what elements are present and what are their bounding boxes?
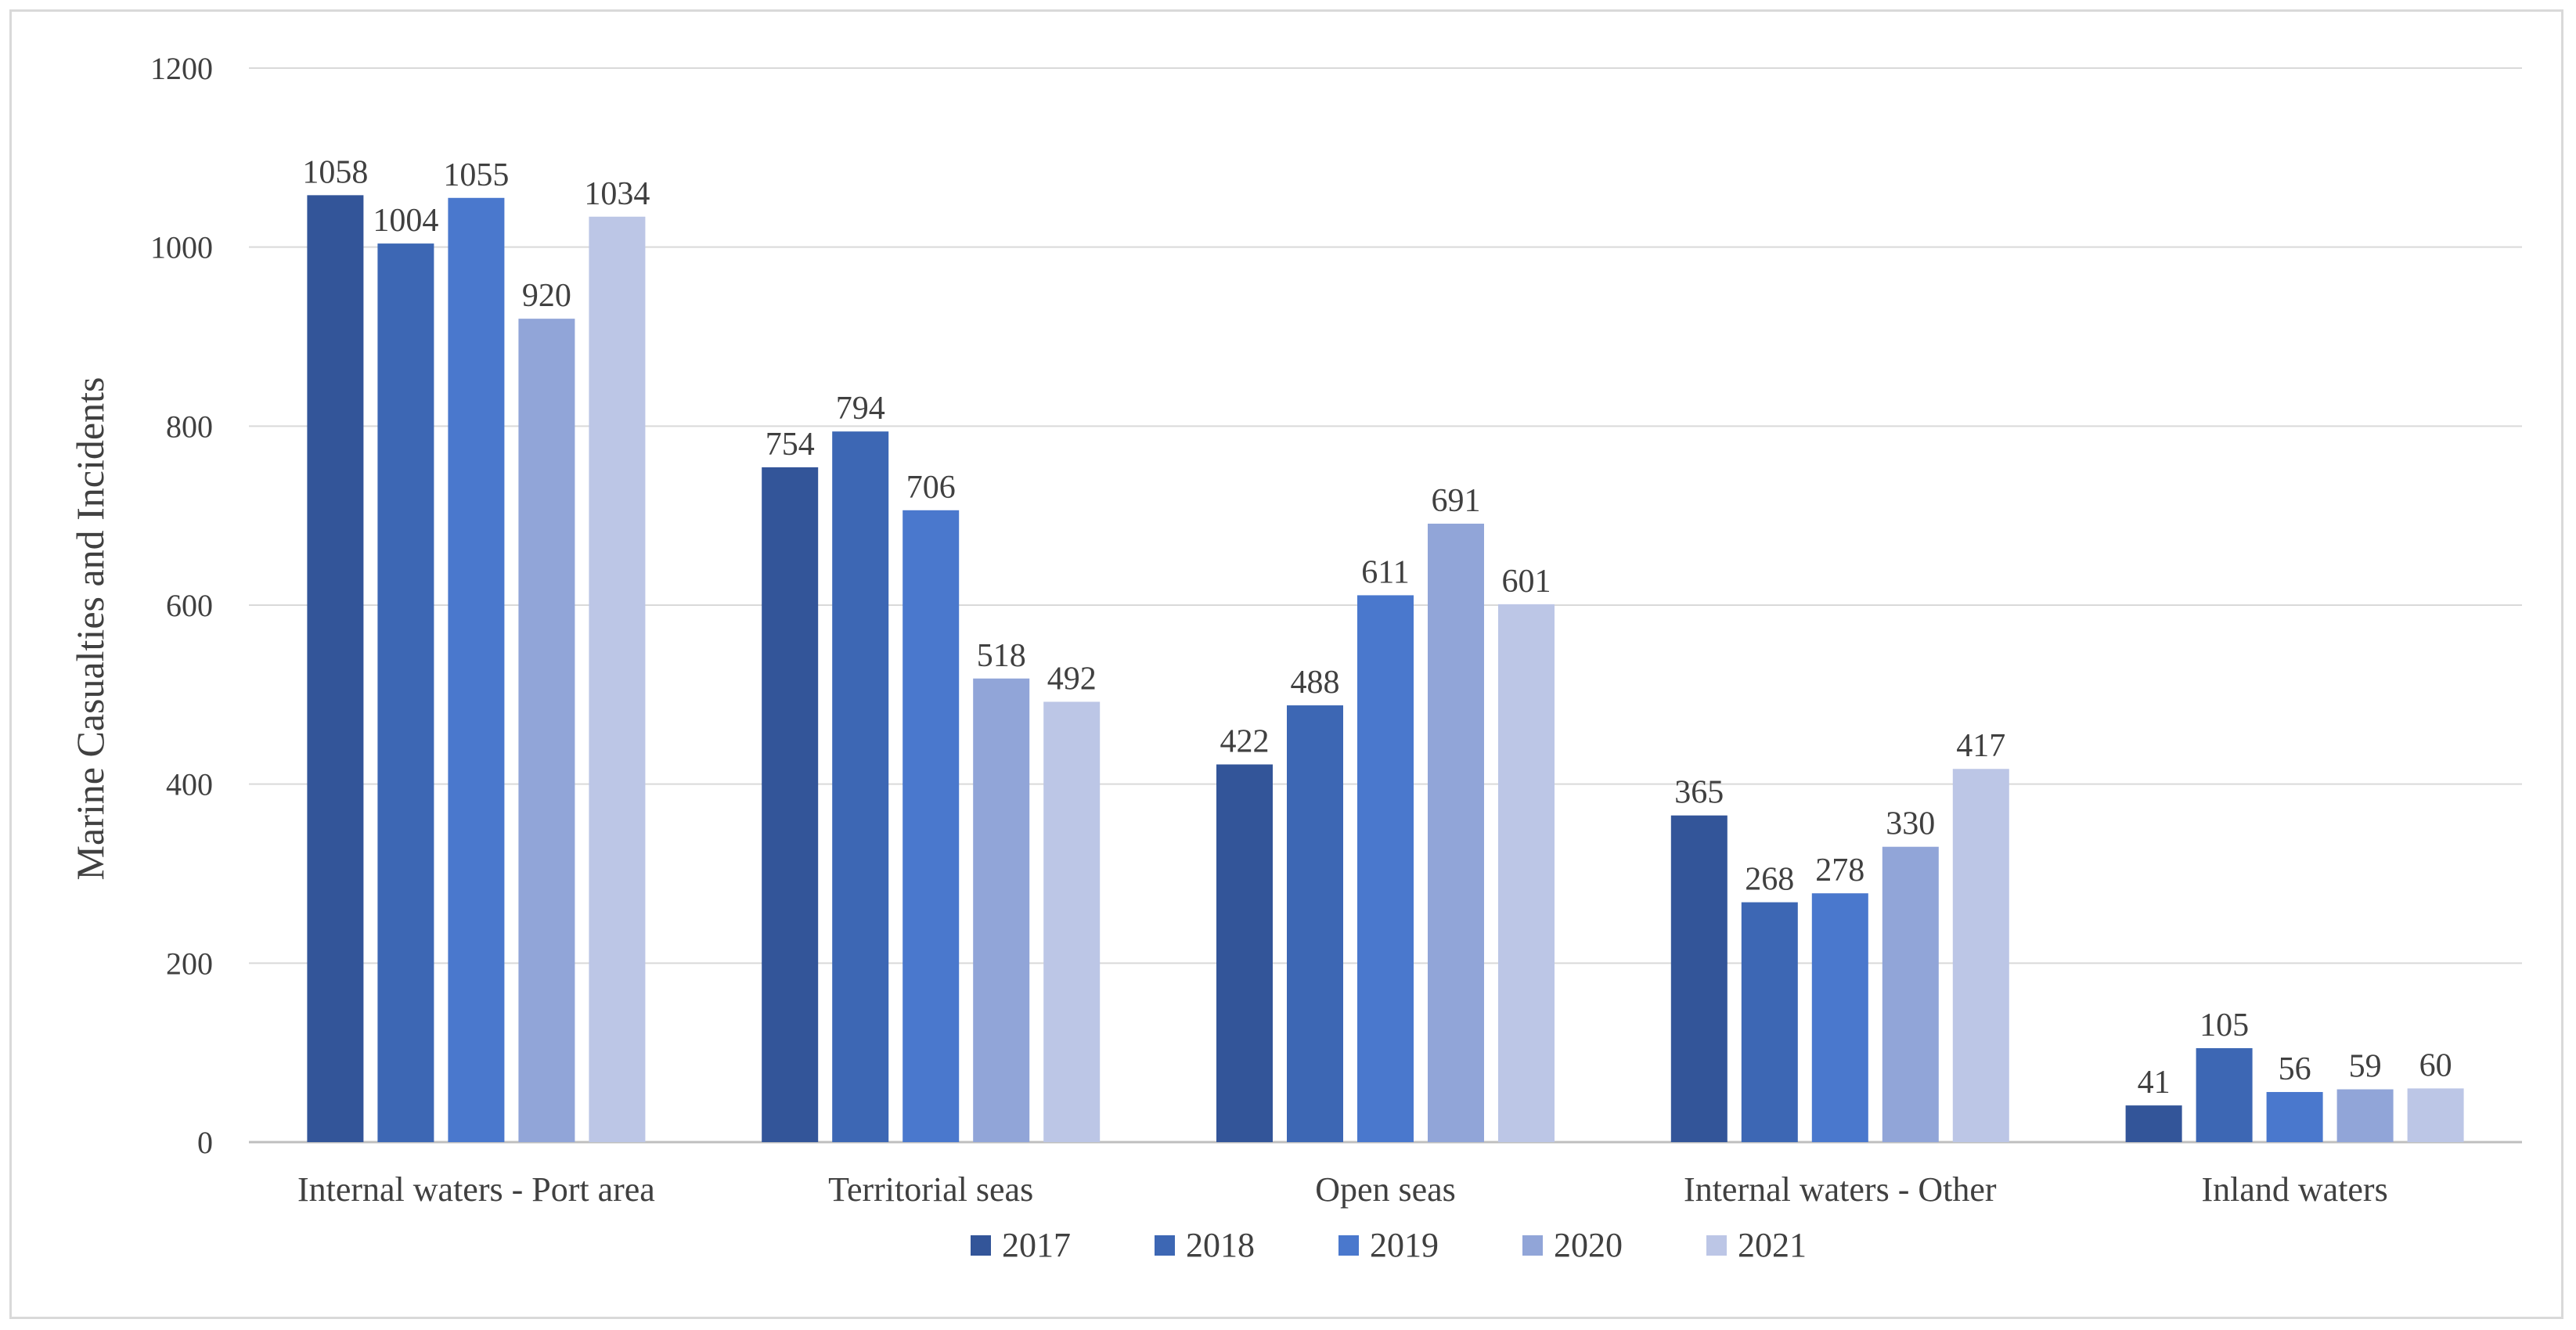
bar-2017 (1670, 815, 1728, 1142)
legend-item-2019: 2019 (1338, 1226, 1439, 1264)
category-label: Inland waters (2201, 1170, 2387, 1209)
data-label: 691 (1432, 483, 1481, 519)
bar-2020 (1882, 846, 1939, 1142)
data-label: 105 (2200, 1007, 2249, 1043)
y-tick-label: 800 (166, 409, 213, 444)
bar-2019 (903, 510, 960, 1142)
bar-2020 (973, 678, 1030, 1142)
y-tick-label: 200 (166, 946, 213, 981)
legend-item-2021: 2021 (1706, 1226, 1807, 1264)
bar-2020 (2336, 1089, 2394, 1142)
chart-frame (9, 9, 2563, 1319)
bar-2021 (589, 216, 646, 1142)
data-label: 706 (906, 470, 956, 506)
y-tick-label: 0 (197, 1125, 213, 1160)
bar-2021 (1498, 604, 1555, 1142)
data-label: 268 (1745, 862, 1794, 898)
bar-2019 (1357, 595, 1414, 1142)
bar-2021 (1952, 769, 2009, 1142)
category-label: Internal waters - Port area (297, 1170, 655, 1209)
legend-item-2020: 2020 (1522, 1226, 1623, 1264)
legend-label: 2018 (1186, 1226, 1255, 1264)
legend-label: 2017 (1002, 1226, 1071, 1264)
data-label: 492 (1047, 661, 1097, 697)
bar-2018 (832, 431, 889, 1142)
data-label: 56 (2279, 1051, 2311, 1087)
bar-2021 (2407, 1088, 2464, 1142)
legend-item-2017: 2017 (971, 1226, 1071, 1264)
bar-2017 (762, 467, 819, 1142)
data-label: 794 (836, 391, 885, 427)
bar-2019 (1811, 893, 1868, 1142)
data-label: 330 (1886, 806, 1935, 842)
bars (307, 195, 2464, 1143)
data-label: 518 (977, 638, 1026, 674)
data-label: 488 (1291, 665, 1340, 701)
data-label: 601 (1502, 564, 1551, 600)
category-label: Territorial seas (828, 1170, 1033, 1209)
bar-2018 (1741, 902, 1798, 1142)
bar-2017 (2125, 1105, 2182, 1142)
bar-2021 (1043, 701, 1101, 1142)
category-label: Open seas (1315, 1170, 1456, 1209)
y-axis-title: Marine Casualties and Incidents (68, 377, 112, 881)
data-label: 278 (1815, 852, 1864, 888)
legend-item-2018: 2018 (1155, 1226, 1255, 1264)
y-tick-label: 1200 (150, 51, 213, 86)
data-label: 1055 (443, 157, 509, 193)
bar-2017 (1216, 764, 1273, 1142)
bar-2020 (1428, 523, 1484, 1142)
data-label: 1058 (302, 154, 368, 190)
data-label: 1004 (373, 203, 438, 239)
legend-swatch (1706, 1235, 1727, 1256)
data-label: 611 (1361, 554, 1409, 590)
bar-2019 (2266, 1091, 2323, 1142)
legend-label: 2021 (1738, 1226, 1807, 1264)
data-label: 920 (522, 278, 571, 314)
category-label: Internal waters - Other (1684, 1170, 1997, 1209)
legend-swatch (1155, 1235, 1175, 1256)
bar-2017 (307, 195, 364, 1143)
legend-label: 2020 (1554, 1226, 1623, 1264)
bar-2020 (518, 319, 575, 1143)
data-label: 59 (2349, 1049, 2382, 1085)
data-label: 754 (766, 427, 815, 463)
legend: 2017 2018 2019 2020 2021 (971, 1226, 1807, 1264)
bar-2018 (1287, 705, 1343, 1142)
legend-swatch (1338, 1235, 1359, 1256)
bar-2018 (2196, 1047, 2253, 1142)
y-tick-label: 400 (166, 767, 213, 802)
legend-swatch (971, 1235, 991, 1256)
data-label: 60 (2419, 1047, 2452, 1083)
data-label: 41 (2138, 1065, 2171, 1101)
legend-label: 2019 (1370, 1226, 1439, 1264)
data-label: 422 (1220, 724, 1270, 760)
y-axis-ticks: 0 200 400 600 800 1000 1200 (150, 51, 213, 1160)
y-tick-label: 600 (166, 588, 213, 623)
legend-swatch (1522, 1235, 1543, 1256)
bar-2019 (448, 197, 505, 1143)
bar-2018 (377, 243, 434, 1143)
y-tick-label: 1000 (150, 230, 213, 265)
data-label: 1034 (584, 176, 650, 212)
data-label: 417 (1956, 728, 2005, 764)
category-labels: Internal waters - Port area Territorial s… (297, 1170, 2388, 1209)
data-label: 365 (1674, 775, 1724, 811)
